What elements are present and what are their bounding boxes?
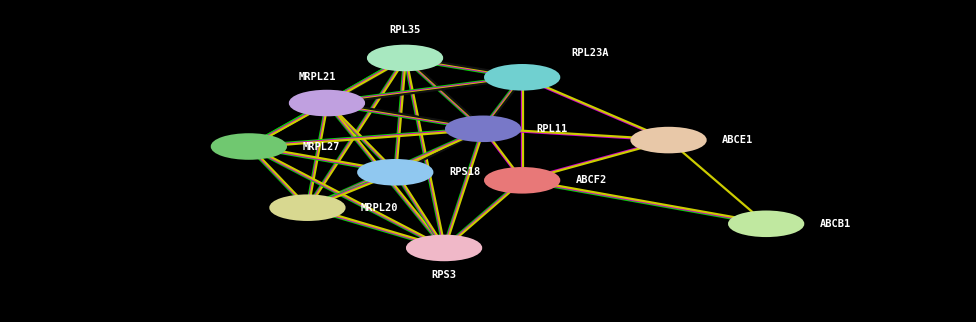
Circle shape <box>631 128 706 152</box>
Text: ABCE1: ABCE1 <box>722 135 753 145</box>
Text: RPL35: RPL35 <box>389 25 421 35</box>
Text: MRPL20: MRPL20 <box>361 203 398 213</box>
Text: ABCB1: ABCB1 <box>820 219 851 229</box>
Text: RPL23A: RPL23A <box>571 48 608 58</box>
Circle shape <box>270 195 345 220</box>
Circle shape <box>212 134 286 159</box>
Text: MRPL21: MRPL21 <box>299 72 336 82</box>
Circle shape <box>290 91 364 115</box>
Text: RPL11: RPL11 <box>537 124 568 134</box>
Circle shape <box>446 117 520 141</box>
Circle shape <box>729 212 803 236</box>
Circle shape <box>368 46 442 70</box>
Text: MRPL27: MRPL27 <box>303 141 340 152</box>
Circle shape <box>358 160 432 185</box>
Circle shape <box>485 168 559 193</box>
Circle shape <box>485 65 559 90</box>
Text: RPS3: RPS3 <box>431 270 457 280</box>
Text: ABCF2: ABCF2 <box>576 175 607 185</box>
Circle shape <box>407 236 481 260</box>
Text: RPS18: RPS18 <box>449 167 480 177</box>
